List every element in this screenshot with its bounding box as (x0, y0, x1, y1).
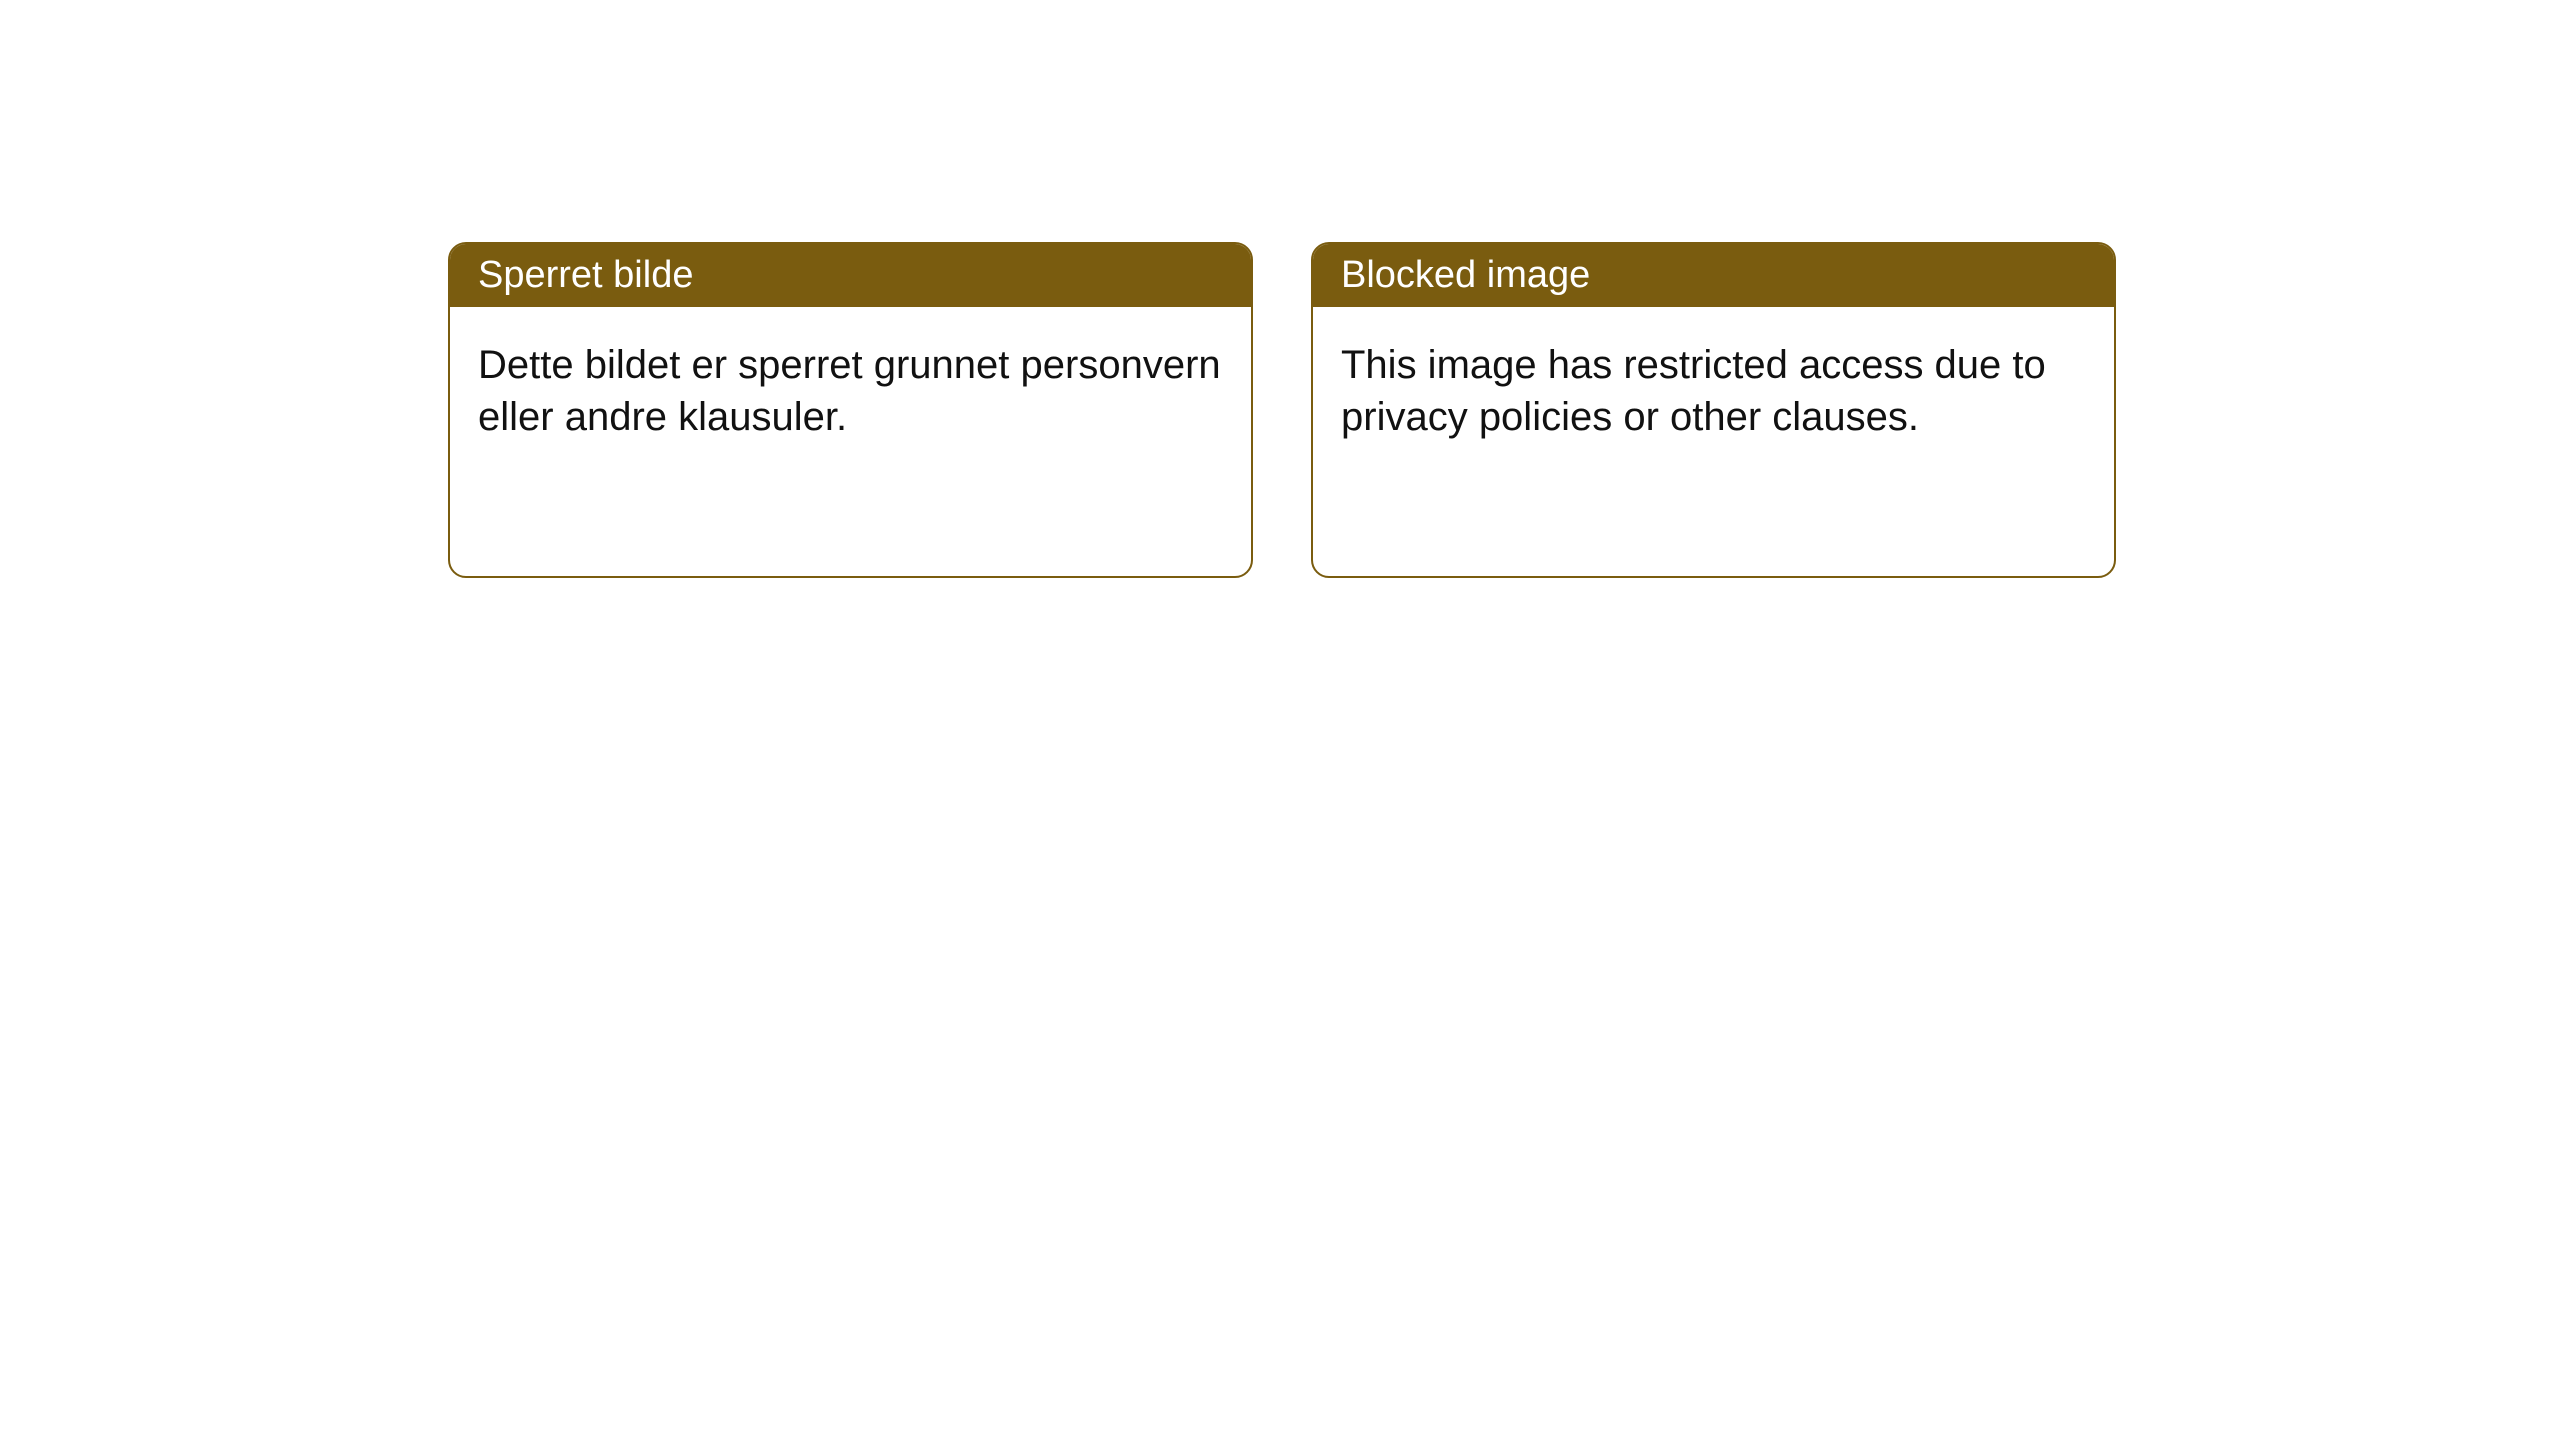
notice-card-norwegian: Sperret bilde Dette bildet er sperret gr… (448, 242, 1253, 578)
notice-card-title: Blocked image (1341, 254, 1590, 296)
notice-card-header: Blocked image (1313, 244, 2114, 307)
notice-card-english: Blocked image This image has restricted … (1311, 242, 2116, 578)
notice-card-body: Dette bildet er sperret grunnet personve… (450, 307, 1251, 475)
notice-card-header: Sperret bilde (450, 244, 1251, 307)
notice-card-message: This image has restricted access due to … (1341, 343, 2046, 439)
notice-card-title: Sperret bilde (478, 254, 693, 296)
notice-cards-container: Sperret bilde Dette bildet er sperret gr… (448, 242, 2116, 578)
notice-card-message: Dette bildet er sperret grunnet personve… (478, 343, 1221, 439)
notice-card-body: This image has restricted access due to … (1313, 307, 2114, 475)
